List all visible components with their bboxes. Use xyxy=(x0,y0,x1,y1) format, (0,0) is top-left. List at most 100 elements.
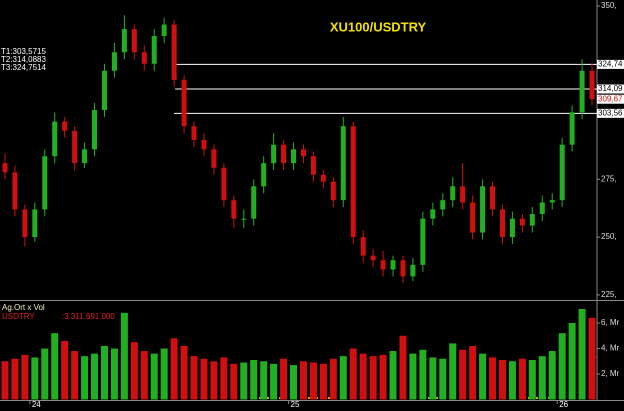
chart-title: XU100/USDTRY xyxy=(330,19,427,34)
volume-bar xyxy=(160,348,168,400)
candle-body xyxy=(300,149,306,157)
volume-bar xyxy=(21,354,29,400)
y-tick-label: 350, xyxy=(601,1,617,10)
y-tick-label: 275, xyxy=(601,174,617,183)
volume-bar xyxy=(399,335,407,400)
volume-bar xyxy=(419,349,427,400)
candle-body xyxy=(2,163,8,173)
candle-body xyxy=(420,218,426,265)
candle-body xyxy=(340,126,346,201)
candle-body xyxy=(579,70,585,113)
candle-body xyxy=(211,149,217,168)
panel-subtitle: USDTRY xyxy=(2,312,35,321)
candle-body xyxy=(22,209,28,238)
candle-body xyxy=(330,181,336,201)
candle-body xyxy=(370,255,376,261)
y-tick-label: 2, Mr xyxy=(601,369,620,378)
volume-bar xyxy=(170,338,178,400)
volume-bar xyxy=(81,356,89,400)
volume-bar xyxy=(439,358,447,400)
volume-bar xyxy=(489,357,497,400)
volume-bar xyxy=(41,348,49,400)
candle-body xyxy=(480,186,486,233)
x-tick-label: 25 xyxy=(291,400,300,409)
volume-bar xyxy=(369,356,377,400)
price-tag xyxy=(597,59,624,69)
candle-body xyxy=(450,186,456,201)
volume-bar xyxy=(459,349,467,400)
candle-body xyxy=(201,140,207,150)
candle-body xyxy=(251,186,257,219)
price-tag-label: 309,67 xyxy=(598,94,623,103)
candle-body xyxy=(539,202,545,215)
candle-body xyxy=(101,70,107,111)
candle-body xyxy=(82,149,88,164)
volume-bar xyxy=(578,309,586,400)
volume-bar xyxy=(180,345,188,400)
candle-body xyxy=(509,218,515,238)
price-tag xyxy=(597,108,624,118)
candle-body xyxy=(151,36,157,64)
volume-bar xyxy=(200,358,208,400)
level-label: T1:303,5715 xyxy=(1,47,46,56)
candle-body xyxy=(12,172,18,210)
volume-bar xyxy=(140,351,148,400)
price-tag xyxy=(597,94,624,104)
candle-body xyxy=(430,209,436,219)
candle-body xyxy=(32,209,38,238)
volume-bar xyxy=(290,365,298,400)
volume-bar xyxy=(91,353,99,400)
volume-bar xyxy=(280,358,288,400)
volume-bar xyxy=(588,317,596,400)
candle-body xyxy=(92,110,98,150)
volume-bar xyxy=(71,351,79,400)
price-tag-label: 314,09 xyxy=(598,84,623,93)
volume-bar xyxy=(528,359,536,400)
volume-bar xyxy=(498,359,506,400)
candle-body xyxy=(390,260,396,270)
volume-bar xyxy=(110,348,118,400)
y-tick-label: 4, Mr xyxy=(601,344,620,353)
volume-bar xyxy=(538,356,546,400)
volume-bar xyxy=(11,358,19,400)
candle-body xyxy=(549,200,555,203)
volume-bar xyxy=(469,345,477,400)
volume-bar xyxy=(508,361,516,400)
y-tick-label: 225, xyxy=(601,290,617,299)
candle-body xyxy=(62,121,68,131)
candle-body xyxy=(52,121,58,157)
candle-body xyxy=(400,260,406,277)
volume-bar xyxy=(339,356,347,400)
candle-body xyxy=(141,52,147,64)
volume-bar xyxy=(51,333,59,400)
x-tick-label: 26 xyxy=(559,400,568,409)
volume-bar xyxy=(349,348,357,400)
volume-bar xyxy=(329,358,337,400)
volume-bar xyxy=(379,354,387,400)
candle-body xyxy=(310,156,316,175)
candle-body xyxy=(261,163,267,187)
x-tick-label: 24 xyxy=(32,400,41,409)
candle-body xyxy=(589,70,595,100)
candle-body xyxy=(440,200,446,210)
candle-body xyxy=(111,52,117,71)
volume-bar xyxy=(270,363,278,400)
volume-bar xyxy=(449,343,457,400)
volume-bar xyxy=(389,351,397,400)
candle-body xyxy=(320,174,326,182)
candle-body xyxy=(569,112,575,145)
volume-bar xyxy=(319,363,327,400)
volume-bar xyxy=(61,340,69,400)
candle-body xyxy=(161,24,167,37)
volume-bar xyxy=(568,323,576,400)
candle-body xyxy=(121,29,127,53)
volume-bar xyxy=(1,361,9,400)
candle-body xyxy=(191,126,197,141)
volume-bar xyxy=(260,361,268,400)
price-tag xyxy=(597,84,624,94)
price-tag-label: 324,74 xyxy=(598,60,623,69)
level-label: T2:314,0883 xyxy=(1,55,46,64)
volume-bar xyxy=(548,351,556,400)
